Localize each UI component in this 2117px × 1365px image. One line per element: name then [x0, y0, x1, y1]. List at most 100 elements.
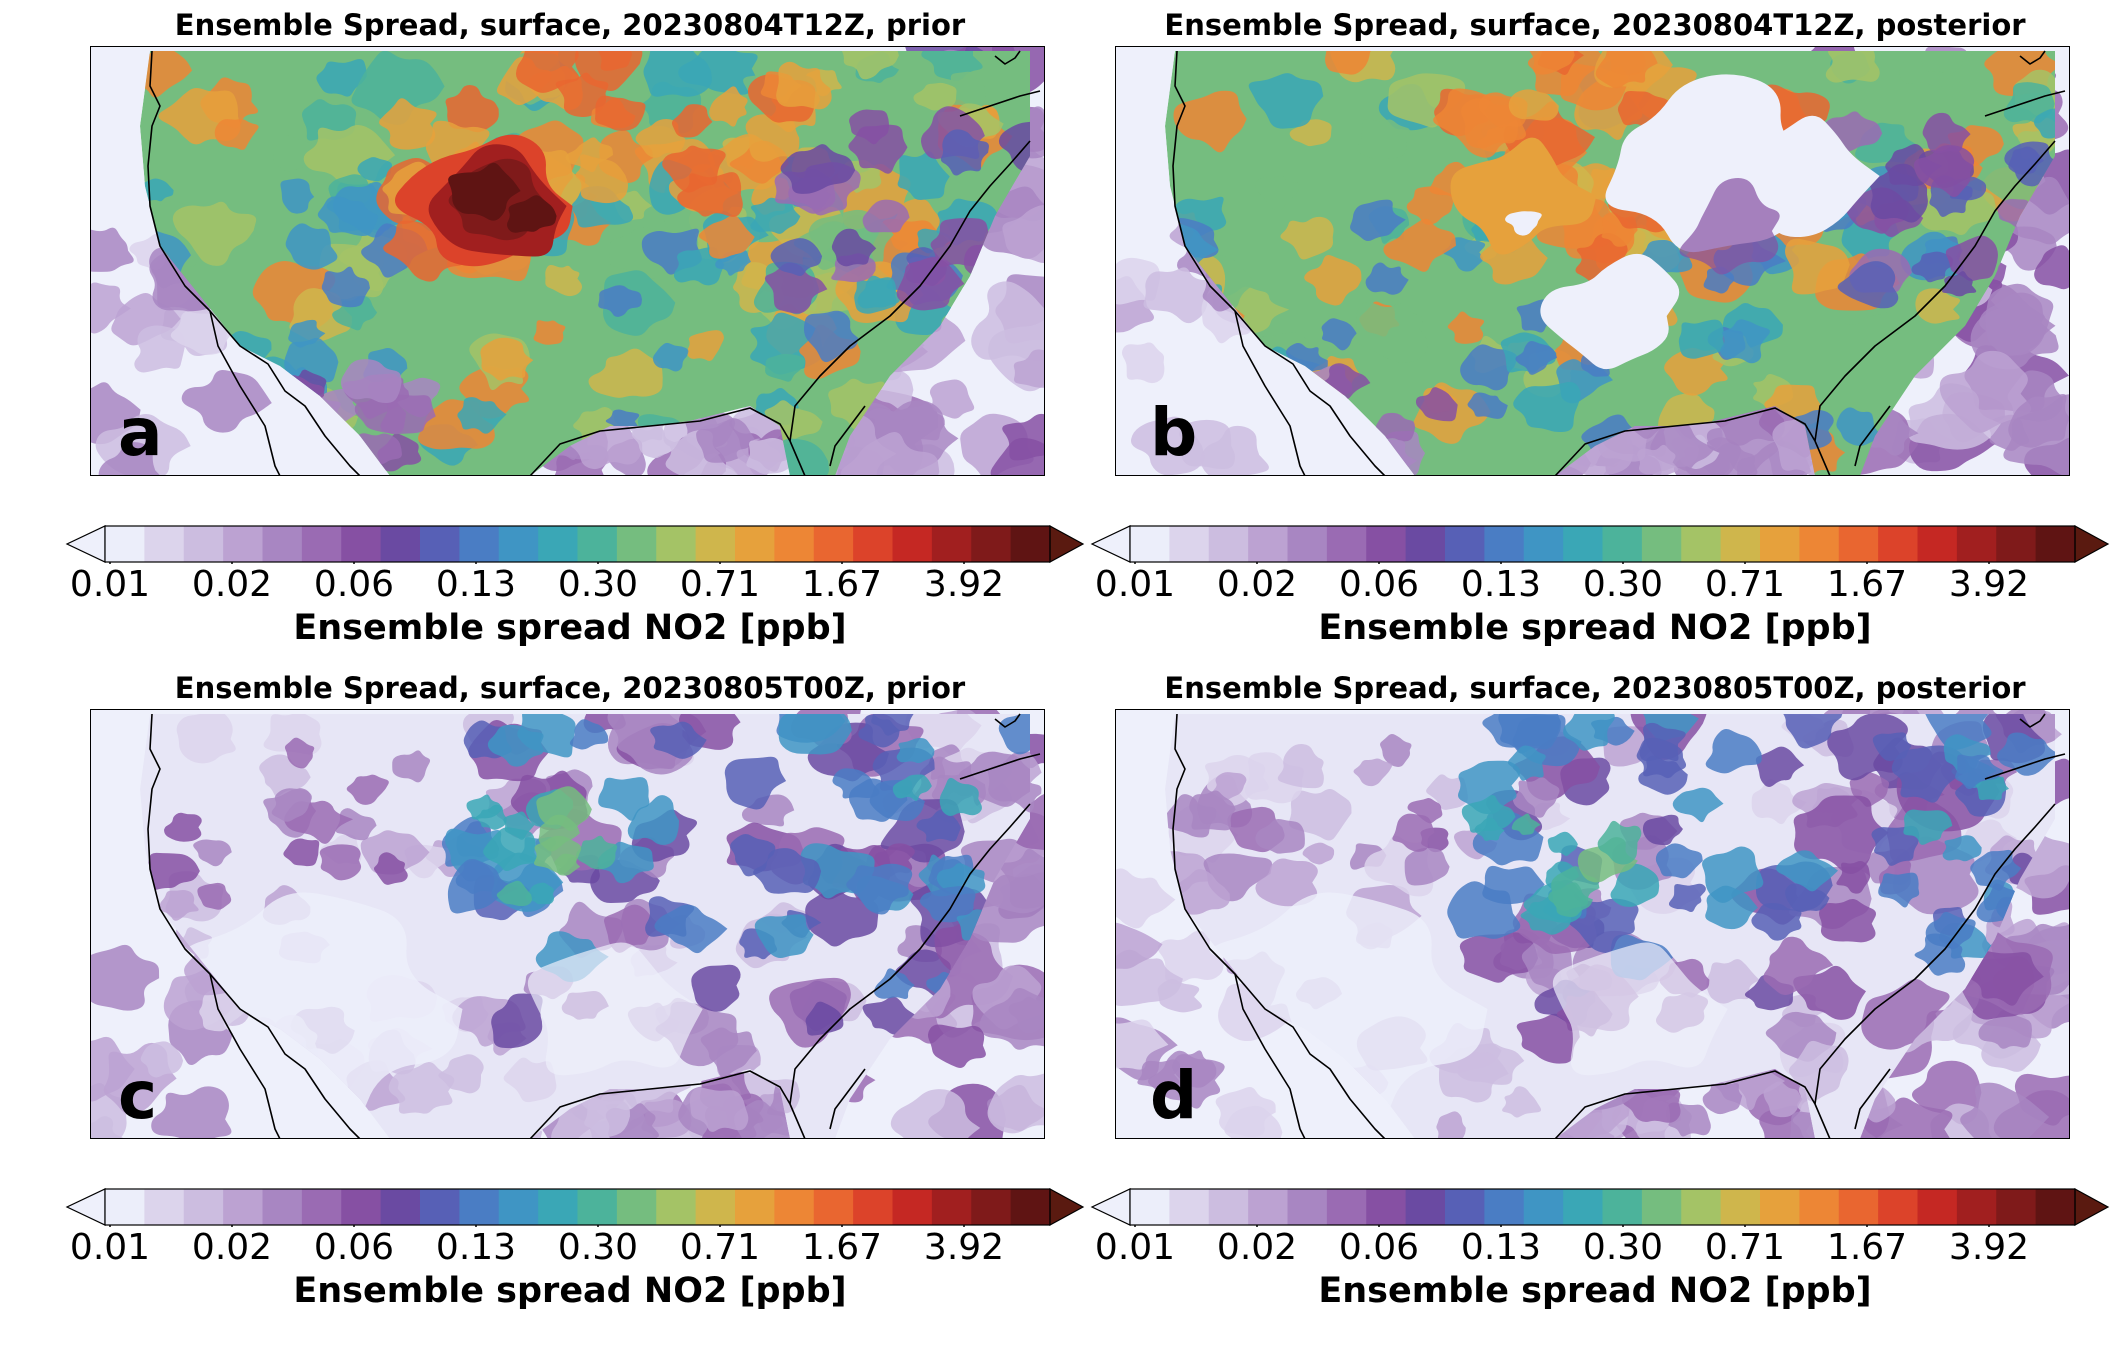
contour-region	[1357, 118, 1410, 160]
colorbar-swatch	[735, 526, 775, 562]
colorbar-swatch	[262, 1189, 303, 1225]
contour-region	[1502, 1086, 1542, 1118]
colorbar-swatch	[1208, 1189, 1249, 1225]
contour-region	[1505, 211, 1542, 236]
contour-region	[1939, 350, 2032, 433]
contour-region	[503, 811, 535, 840]
contour-region	[1997, 732, 2055, 776]
colorbar-swatch	[1130, 1189, 1170, 1225]
contour-region	[650, 721, 707, 759]
contour-region	[146, 852, 200, 891]
panel-b: Ensemble Spread, surface, 20230804T12Z, …	[1085, 0, 2110, 665]
colorbar-swatch	[2035, 1189, 2076, 1225]
contour-region	[896, 257, 965, 311]
colorbar-label: Ensemble spread NO2 [ppb]	[1318, 608, 1872, 648]
contour-region	[285, 223, 338, 270]
contour-region	[754, 914, 814, 958]
contour-region	[575, 154, 629, 204]
contour-region	[288, 319, 326, 348]
contour-region	[724, 756, 787, 810]
contour-region	[770, 238, 823, 277]
colorbar-over-arrow	[2074, 1187, 2110, 1227]
contour-region	[1878, 872, 1920, 908]
colorbar-swatch	[2035, 526, 2076, 562]
colorbar-swatch	[1681, 1189, 1722, 1225]
contour-region	[927, 1024, 986, 1068]
contour-region	[466, 794, 503, 820]
contour-region	[445, 85, 499, 133]
contour-region	[1356, 301, 1428, 363]
contour-region	[1825, 51, 1880, 83]
contour-region	[1353, 758, 1393, 787]
colorbar-swatch	[1641, 1189, 1682, 1225]
colorbar-under-arrow	[65, 525, 106, 563]
map-surface-spread	[1115, 709, 2070, 1139]
contour-region	[480, 337, 534, 381]
contour-region	[1739, 115, 1880, 238]
contour-region	[916, 808, 961, 842]
contour-region	[1668, 883, 1706, 912]
colorbar-swatch	[971, 526, 1012, 562]
contour-region	[447, 859, 519, 914]
contour-region	[1516, 1013, 1580, 1064]
colorbar-swatch	[1720, 1189, 1761, 1225]
tick-label: 0.30	[1582, 564, 1664, 605]
contour-region	[457, 397, 507, 434]
contour-region	[335, 808, 377, 841]
contour-region	[151, 1086, 232, 1139]
contour-region	[496, 880, 532, 907]
tick-label: 0.06	[313, 1227, 395, 1268]
contour-region	[2034, 245, 2070, 290]
contour-region	[1415, 387, 1458, 422]
contour-region	[1621, 1085, 1681, 1123]
tick-label: 0.06	[1338, 564, 1420, 605]
colorbar-swatch	[577, 526, 618, 562]
contour-region	[193, 839, 232, 867]
colorbar-swatch	[853, 526, 894, 562]
contour-region	[1970, 849, 2022, 891]
contour-region	[896, 737, 935, 764]
colorbar-swatch	[1799, 1189, 1840, 1225]
contour-region	[487, 724, 544, 767]
contour-region	[691, 964, 741, 1012]
contour-region	[1436, 1111, 1466, 1139]
contour-region	[1924, 714, 1992, 751]
contour-region	[1512, 777, 1560, 818]
colorbar-swatch	[301, 526, 342, 562]
contour-region	[98, 442, 161, 476]
contour-region	[280, 178, 315, 214]
tick-label: 0.13	[1460, 564, 1542, 605]
contour-region	[1350, 199, 1406, 242]
tick-label: 3.92	[1948, 1227, 2030, 1268]
tick-label: 0.02	[1216, 564, 1298, 605]
contour-region	[1978, 1010, 2032, 1049]
contour-region	[214, 119, 259, 150]
contour-region	[392, 750, 431, 783]
colorbar-under-arrow	[1090, 1188, 1131, 1226]
colorbar-swatch	[1720, 526, 1761, 562]
contour-region	[1115, 922, 1163, 969]
contour-region	[90, 227, 134, 272]
colorbar-label: Ensemble spread NO2 [ppb]	[1318, 1271, 1872, 1311]
colorbar-swatch	[1838, 526, 1879, 562]
contour-region	[319, 844, 362, 881]
panel-title: Ensemble Spread, surface, 20230804T12Z, …	[1164, 8, 2026, 42]
colorbar-swatch	[813, 526, 854, 562]
coastlines	[147, 50, 1041, 476]
tick-label: 1.67	[1826, 1227, 1908, 1268]
tick-label: 0.71	[1704, 564, 1786, 605]
colorbar-swatch	[971, 1189, 1012, 1225]
contour-region	[1002, 413, 1045, 461]
tick-label: 0.30	[557, 564, 639, 605]
contour-region	[643, 51, 712, 97]
panel-letter: a	[118, 394, 163, 471]
colorbar-over-arrow	[1049, 524, 1085, 564]
contour-region	[503, 1057, 557, 1103]
colorbar-swatch	[813, 1189, 854, 1225]
contour-region	[1392, 813, 1435, 852]
contour-region	[576, 835, 618, 870]
colorbar-swatch	[1563, 1189, 1604, 1225]
contour-region	[1013, 349, 1045, 388]
contour-region	[90, 944, 160, 1011]
colorbar-swatch	[498, 526, 539, 562]
